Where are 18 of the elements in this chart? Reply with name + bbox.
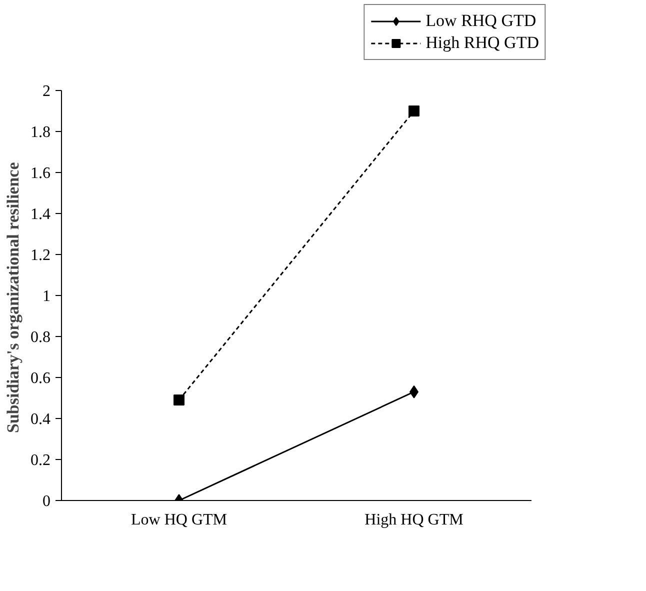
y-tick-label: 1.2 xyxy=(30,247,50,264)
x-tick-label: Low HQ GTM xyxy=(131,512,228,528)
y-tick-label: 1.6 xyxy=(30,165,50,182)
y-tick-label: 0.2 xyxy=(30,452,50,469)
y-tick-label: 0.8 xyxy=(30,329,50,346)
x-tick-label: High HQ GTM xyxy=(364,512,464,528)
point xyxy=(174,394,184,406)
legend-label: High RHQ GTD xyxy=(426,33,539,53)
y-tick-label: 0 xyxy=(42,493,50,510)
y-tick-label: 1 xyxy=(42,288,50,305)
y-tick-label: 1.8 xyxy=(30,124,50,141)
y-tick-label: 1.4 xyxy=(30,206,50,223)
y-axis-title: Subsidiary's organizational resilience xyxy=(4,162,22,433)
point xyxy=(408,106,420,116)
y-tick-label: 0.4 xyxy=(30,411,50,428)
y-tick-label: 2 xyxy=(42,83,50,100)
legend-label: Low RHQ GTD xyxy=(426,11,536,31)
y-tick-label: 0.6 xyxy=(30,370,50,387)
